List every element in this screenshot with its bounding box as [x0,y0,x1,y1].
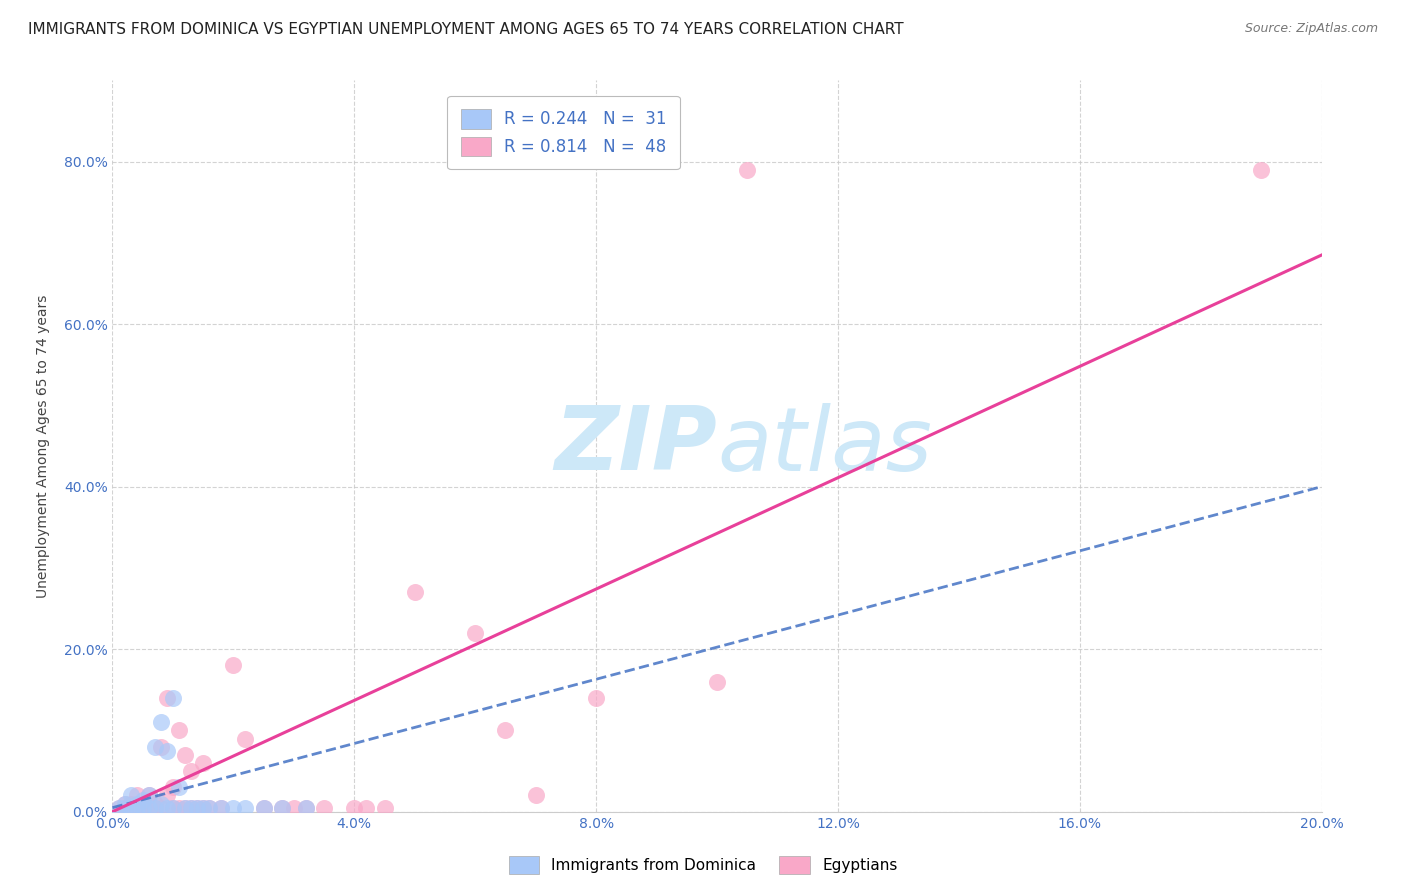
Point [107,800,129,814]
Point [149,715,172,730]
Point [114,800,136,814]
Point [132,800,155,814]
Point [120,800,142,814]
Point [495,723,517,738]
Point [132,797,155,811]
Point [180,800,202,814]
Point [314,800,336,814]
Point [235,800,257,814]
Point [295,800,318,814]
Point [198,800,221,814]
Point [138,800,160,814]
Point [132,792,155,806]
Legend: R = 0.244   N =  31, R = 0.814   N =  48: R = 0.244 N = 31, R = 0.814 N = 48 [447,96,679,169]
Point [464,626,486,640]
Point [524,789,547,803]
Point [270,800,292,814]
Point [167,723,190,738]
Point [162,800,184,814]
Point [156,800,179,814]
Point [222,800,245,814]
Y-axis label: Unemployment Among Ages 65 to 74 years: Unemployment Among Ages 65 to 74 years [37,294,49,598]
Text: Source: ZipAtlas.com: Source: ZipAtlas.com [1244,22,1378,36]
Point [138,800,160,814]
Point [114,797,136,811]
Point [138,789,160,803]
Point [156,744,179,758]
Point [737,162,759,177]
Point [585,690,607,705]
Point [191,756,214,770]
Point [253,800,276,814]
Point [149,739,172,754]
Point [209,800,232,814]
Point [114,800,136,814]
Point [167,800,190,814]
Text: IMMIGRANTS FROM DOMINICA VS EGYPTIAN UNEMPLOYMENT AMONG AGES 65 TO 74 YEARS CORR: IMMIGRANTS FROM DOMINICA VS EGYPTIAN UNE… [28,22,904,37]
Text: atlas: atlas [717,403,932,489]
Point [143,800,166,814]
Point [235,731,257,746]
Point [180,764,202,778]
Point [295,800,318,814]
Point [156,789,179,803]
Point [174,800,197,814]
Point [374,800,396,814]
Point [125,789,148,803]
Point [143,800,166,814]
Point [191,800,214,814]
Point [107,800,129,814]
Legend: Immigrants from Dominica, Egyptians: Immigrants from Dominica, Egyptians [502,850,904,880]
Point [149,800,172,814]
Point [270,800,292,814]
Point [174,800,197,814]
Point [209,800,232,814]
Point [120,800,142,814]
Point [114,797,136,811]
Point [283,800,305,814]
Point [167,780,190,795]
Point [149,797,172,811]
Point [191,800,214,814]
Point [156,690,179,705]
Point [198,800,221,814]
Point [253,800,276,814]
Point [162,800,184,814]
Point [1250,162,1272,177]
Point [180,800,202,814]
Point [222,658,245,673]
Point [138,789,160,803]
Point [162,690,184,705]
Point [404,585,426,599]
Point [162,780,184,795]
Point [143,739,166,754]
Point [174,747,197,762]
Point [343,800,366,814]
Point [120,797,142,811]
Point [132,800,155,814]
Point [125,797,148,811]
Point [143,797,166,811]
Point [706,674,728,689]
Point [125,800,148,814]
Point [125,800,148,814]
Point [186,800,208,814]
Point [186,800,208,814]
Text: ZIP: ZIP [554,402,717,490]
Point [120,789,142,803]
Point [356,800,378,814]
